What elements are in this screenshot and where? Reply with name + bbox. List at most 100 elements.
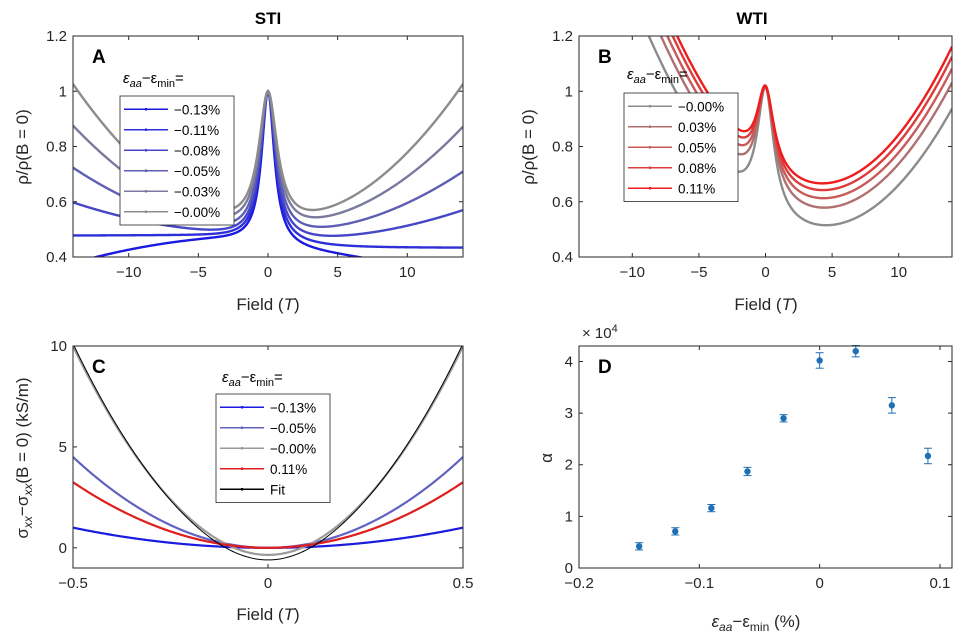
panel-c-letter: C [92,357,106,378]
legend-entry: −0.13% [270,400,316,415]
y-tick-label: 0.4 [46,249,67,266]
panel-b-plot [647,36,952,227]
legend-entry: −0.11% [174,123,219,138]
panel-d-yticks: 0 1 2 3 4 [565,353,952,577]
series-line [675,36,952,185]
panel-b-title: WTI [736,9,767,28]
panel-c-xlabel: Field (T) [236,605,299,624]
legend-entry: −0.03% [174,184,220,199]
panel-a-legend: −0.13% −0.11% −0.08% −0.05% −0.03% −0.00% [119,95,235,226]
panel-b-letter: B [598,47,612,68]
legend-entry: 0.08% [678,161,716,176]
legend-entry: −0.05% [174,164,220,179]
panel-a-legend-title: εaa−εmin= [123,70,184,90]
x-tick-label: 10 [399,264,416,281]
y-tick-label: 0.6 [552,194,573,211]
data-point [888,402,896,409]
x-tick-label: −10 [620,264,645,281]
panel-a: STI A 0.40.60.811.2 −10 −5 0 5 10 Field (T) … [13,9,464,314]
panel-a-plot [73,83,463,257]
panel-d-letter: D [598,357,612,378]
data-point [635,543,643,550]
data-point [780,415,787,422]
legend-marker [648,166,652,170]
panel-a-xticks: −10 −5 0 5 10 [116,36,416,281]
legend-marker [240,487,244,491]
y-tick-label: 3 [565,405,573,422]
y-tick-label: 1.2 [552,28,573,45]
panel-c-plot [73,346,463,561]
panel-b-xlabel: Field (T) [734,295,797,314]
legend-marker [144,107,148,111]
data-point [672,528,679,535]
x-tick-label: −5 [190,264,207,281]
panel-b-ylabel: ρ/ρ(B = 0) [519,109,538,185]
y-tick-label: 0.6 [46,194,67,211]
y-tick-label: 0.8 [46,139,67,156]
panel-d-exponent: × 104 [582,323,618,342]
x-tick-label: 10 [890,264,907,281]
panel-c-legend-title: εaa−εmin= [222,369,283,389]
panel-d-plot [635,344,932,551]
panel-c: C 0 5 10 −0.5 0 0.5 Field (T) σxx−σxx(B = 0)… [13,338,473,624]
legend-marker [240,446,244,450]
x-tick-label: 0 [264,264,272,281]
data-point [744,468,751,475]
y-tick-label: 5 [59,439,67,456]
panel-b-yticks: 0.4 0.6 0.8 1 1.2 [552,28,952,266]
legend-marker [144,148,148,152]
legend-marker [648,145,652,149]
legend-entry: −0.13% [174,102,220,117]
panel-c-legend: −0.13% −0.05% −0.00% 0.11% Fit [215,393,331,503]
legend-entry: −0.00% [270,441,316,456]
y-tick-label: 1 [565,508,573,525]
data-point [852,347,859,355]
panel-d-ylabel: α [537,453,556,463]
legend-entry: −0.05% [270,421,316,436]
panel-c-yticks: 0 5 10 [50,338,463,557]
data-point [816,357,823,364]
panel-c-ylabel: σxx−σxx(B = 0) (kS/m) [13,377,35,538]
panel-c-xticks: −0.5 0 0.5 [58,346,473,592]
x-tick-label: 5 [828,264,836,281]
x-tick-label: −0.2 [564,575,594,592]
panel-a-title: STI [255,9,281,28]
x-tick-label: 0 [761,264,769,281]
x-tick-label: −0.1 [685,575,715,592]
panel-a-yticks: 0.4 0.6 0.8 1 1.2 [46,28,463,266]
legend-marker [240,467,244,471]
panel-a-ylabel: ρ/ρ(B = 0) [13,109,32,185]
y-tick-label: 1 [565,83,573,100]
legend-marker [144,189,148,193]
data-point [708,504,715,512]
panel-d-xlabel: εaa−εmin (%) [712,612,801,634]
y-tick-label: 1 [59,83,67,100]
y-tick-label: 0 [565,560,573,577]
legend-entry: Fit [270,482,285,497]
x-tick-label: 0.1 [930,575,951,592]
panel-a-letter: A [92,47,106,68]
legend-entry: 0.05% [678,140,716,155]
legend-marker [648,186,652,190]
y-tick-label: 2 [565,457,573,474]
legend-marker [144,210,148,214]
legend-entry: −0.00% [678,99,724,114]
series-line [73,526,463,549]
x-tick-label: 5 [333,264,341,281]
panel-b: WTI B 0.40.60.811.2 −10 −5 0 5 10 Field (T) … [519,9,953,314]
x-tick-label: 0 [815,575,823,592]
x-tick-label: −0.5 [58,575,88,592]
legend-entry: 0.03% [678,120,716,135]
series-line [73,346,463,561]
panel-d-frame [578,345,953,569]
legend-entry: 0.11% [678,181,715,196]
legend-marker [648,104,652,108]
panel-d-xticks: −0.2 −0.1 0 0.1 [564,346,950,592]
y-tick-label: 1.2 [46,28,67,45]
legend-entry: 0.11% [270,462,307,477]
panel-b-xticks: −10 −5 0 5 10 [620,36,907,281]
panel-b-legend-title: εaa−εmin= [627,66,688,86]
legend-marker [240,405,244,409]
